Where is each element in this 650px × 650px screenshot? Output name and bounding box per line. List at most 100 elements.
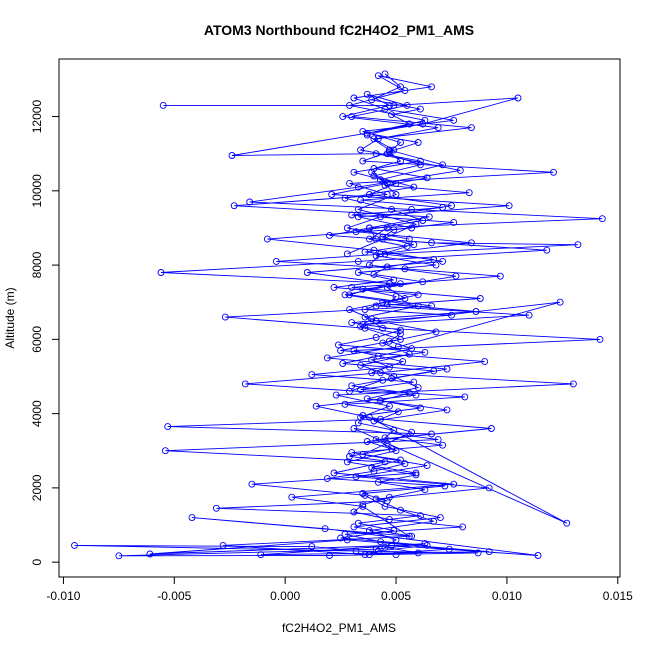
data-point [421,540,429,548]
data-point [374,135,382,143]
data-point [383,263,391,271]
data-point [350,523,358,531]
data-point [228,152,236,159]
y-tick-label: 0 [30,558,44,565]
data-point [354,519,362,527]
data-point [403,243,411,250]
data-point [410,183,418,191]
data-point [308,543,316,551]
data-point [365,551,373,559]
data-point [383,150,391,158]
data-point [363,129,371,137]
data-point [372,150,380,158]
data-point [456,166,464,174]
x-tick-label: -0.010 [46,589,80,603]
data-point [474,549,482,557]
data-point [390,527,398,535]
data-point [370,172,378,180]
data-point [368,96,376,104]
data-point [385,148,393,156]
data-point [272,257,280,265]
data-point [405,235,413,243]
data-point [514,94,522,102]
data-point [359,127,367,135]
data-point [348,211,356,219]
data-point [363,90,371,98]
data-point [543,246,551,254]
data-point [383,439,391,447]
data-point [388,541,396,549]
data-point [385,363,393,371]
data-point [419,120,427,128]
data-point [467,124,475,132]
data-point [365,527,373,535]
data-point [381,250,389,258]
data-point [361,313,369,321]
data-point [164,423,172,431]
data-point [379,298,387,306]
data-point [359,157,367,165]
y-tick-label: 12000 [30,100,44,134]
x-tick-label: 0.015 [603,589,633,603]
data-point [412,220,420,228]
data-point [439,257,447,265]
data-point [361,491,369,499]
data-point [397,326,404,334]
data-point [361,551,369,559]
data-point [430,517,438,525]
data-point [596,335,604,343]
data-point [385,280,393,288]
data-point [365,235,373,243]
data-point [405,532,413,540]
data-point [405,120,413,128]
data-point [397,139,404,146]
data-point [350,168,358,176]
data-point [328,191,336,198]
data-point [370,246,378,254]
data-point [357,146,365,154]
data-point [321,525,329,533]
data-point [381,502,389,510]
data-point [348,283,356,291]
data-point [365,261,373,269]
data-point [341,400,349,408]
data-point [359,451,367,458]
data-point [487,425,495,432]
x-tick-label: 0.000 [270,589,300,603]
data-point [365,413,373,421]
data-point [534,552,542,559]
data-point [388,374,396,382]
data-point [445,545,453,553]
data-point [392,536,400,544]
data-point [379,324,387,332]
data-point [372,436,380,444]
data-point [397,83,404,91]
data-point [401,295,409,302]
data-point [368,315,376,323]
series-line [160,93,601,556]
data-point [377,538,384,546]
data-point [359,412,367,419]
data-point [390,101,398,109]
data-point [348,449,356,457]
data-point [416,105,424,113]
data-point [401,87,409,95]
data-point [412,469,420,477]
data-point [346,179,353,187]
data-point [383,283,391,291]
data-point [421,116,429,124]
data-point [361,324,369,332]
data-point [379,339,387,347]
data-point [450,480,458,488]
data-point [414,139,422,146]
data-point [397,280,404,288]
data-point [370,270,378,278]
data-point [257,551,265,559]
data-point [115,552,123,560]
data-point [390,146,398,154]
data-point [357,322,365,330]
data-point [312,402,320,410]
data-point [410,378,418,386]
data-point [423,541,431,549]
data-point [263,235,271,243]
